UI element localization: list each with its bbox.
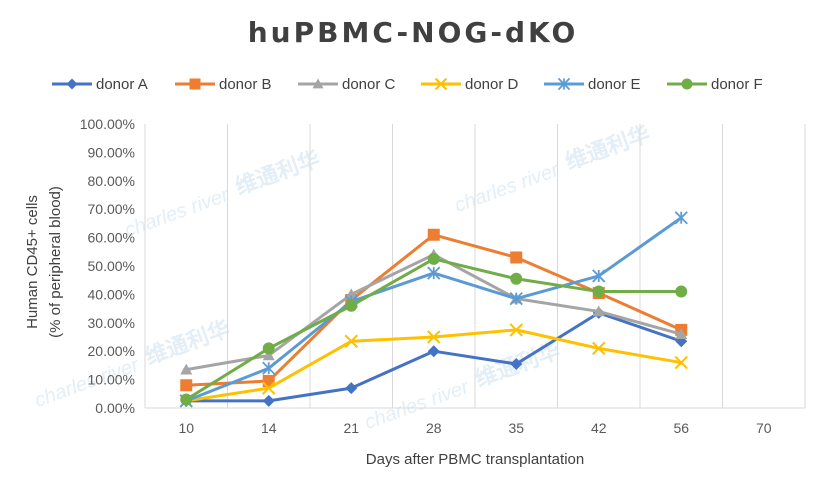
legend-label: donor F — [711, 76, 763, 93]
y-axis-label-2: (% of peripheral blood) — [47, 186, 64, 338]
data-point — [509, 292, 523, 306]
y-axis-label: Human CD45+ cells — [24, 195, 41, 329]
y-tick-label: 70.00% — [88, 201, 135, 217]
legend-item: donor D — [421, 76, 519, 93]
data-point — [509, 323, 523, 337]
x-tick-label: 28 — [426, 420, 442, 436]
data-point — [345, 288, 358, 300]
watermark-text: charles river — [122, 184, 233, 242]
data-point — [675, 285, 688, 298]
data-point — [262, 349, 275, 361]
legend-label: donor C — [342, 76, 396, 93]
data-point — [510, 251, 523, 264]
series-line — [185, 257, 682, 401]
data-point — [262, 361, 276, 375]
y-tick-label: 20.00% — [88, 343, 135, 359]
y-tick-label: 80.00% — [88, 173, 135, 189]
data-point — [262, 381, 276, 395]
data-point — [262, 342, 275, 355]
legend-item: donor E — [544, 76, 641, 93]
x-tick-label: 21 — [343, 420, 359, 436]
series-donor-e — [179, 211, 688, 408]
y-axis-ticks: 0.00% 10.00% 20.00% 30.00% 40.00% 50.00% 60.00… — [80, 116, 135, 416]
chart-title: huPBMC-NOG-dKO — [248, 16, 579, 49]
watermark-text-cn: 维通利华 — [142, 316, 233, 370]
watermark-text-cn: 维通利华 — [232, 146, 323, 200]
y-tick-label: 90.00% — [88, 144, 135, 160]
data-point — [427, 266, 441, 280]
data-point — [427, 345, 440, 358]
legend-label: donor E — [588, 76, 641, 93]
data-point — [427, 330, 441, 344]
y-tick-label: 0.00% — [95, 400, 135, 416]
data-point — [557, 77, 571, 91]
data-point — [681, 78, 693, 90]
y-tick-label: 60.00% — [88, 230, 135, 246]
x-tick-label: 56 — [673, 420, 689, 436]
legend: donor A donor B donor C donor D donor E donor… — [52, 76, 763, 93]
data-point — [427, 252, 440, 265]
y-tick-label: 100.00% — [80, 116, 135, 132]
x-tick-label: 70 — [756, 420, 772, 436]
legend-label: donor D — [465, 76, 519, 93]
x-tick-label: 42 — [591, 420, 607, 436]
legend-item: donor B — [175, 76, 272, 93]
data-point — [262, 394, 275, 407]
x-axis-ticks: 10 14 21 28 35 42 56 70 — [178, 420, 771, 436]
legend-item: donor C — [298, 76, 396, 93]
watermark-text: charles river — [362, 376, 473, 434]
y-tick-label: 30.00% — [88, 315, 135, 331]
x-tick-label: 10 — [178, 420, 194, 436]
watermark-text: charles river — [452, 159, 563, 217]
legend-label: donor A — [96, 76, 148, 93]
data-point — [592, 341, 606, 356]
x-tick-label: 35 — [508, 420, 524, 436]
watermark-text-cn: 维通利华 — [562, 121, 653, 175]
data-point — [66, 78, 78, 90]
data-point — [434, 77, 448, 91]
data-point — [592, 269, 606, 283]
y-tick-label: 40.00% — [88, 286, 135, 302]
data-point — [510, 272, 523, 285]
y-tick-label: 10.00% — [88, 372, 135, 388]
x-tick-label: 14 — [261, 420, 277, 436]
data-point — [674, 211, 688, 225]
data-point — [180, 363, 193, 375]
data-point — [674, 355, 688, 370]
data-point — [592, 305, 605, 317]
data-point — [344, 334, 358, 348]
legend-label: donor B — [219, 76, 272, 93]
series-donor-d — [179, 323, 688, 408]
series-donor-f — [180, 252, 688, 406]
data-point — [189, 78, 201, 90]
series-group — [179, 211, 688, 408]
data-point — [675, 328, 688, 339]
x-axis-label: Days after PBMC transplantation — [366, 451, 584, 468]
gridlines — [144, 124, 806, 409]
data-point — [592, 285, 605, 298]
data-point — [312, 78, 324, 89]
legend-item: donor F — [667, 76, 763, 93]
y-tick-label: 50.00% — [88, 258, 135, 274]
data-point — [345, 382, 358, 395]
series-line — [185, 216, 683, 403]
data-point — [180, 393, 193, 406]
data-point — [510, 357, 523, 370]
legend-item: donor A — [52, 76, 148, 93]
data-point — [427, 228, 440, 241]
data-point — [180, 379, 193, 392]
data-point — [345, 299, 358, 312]
